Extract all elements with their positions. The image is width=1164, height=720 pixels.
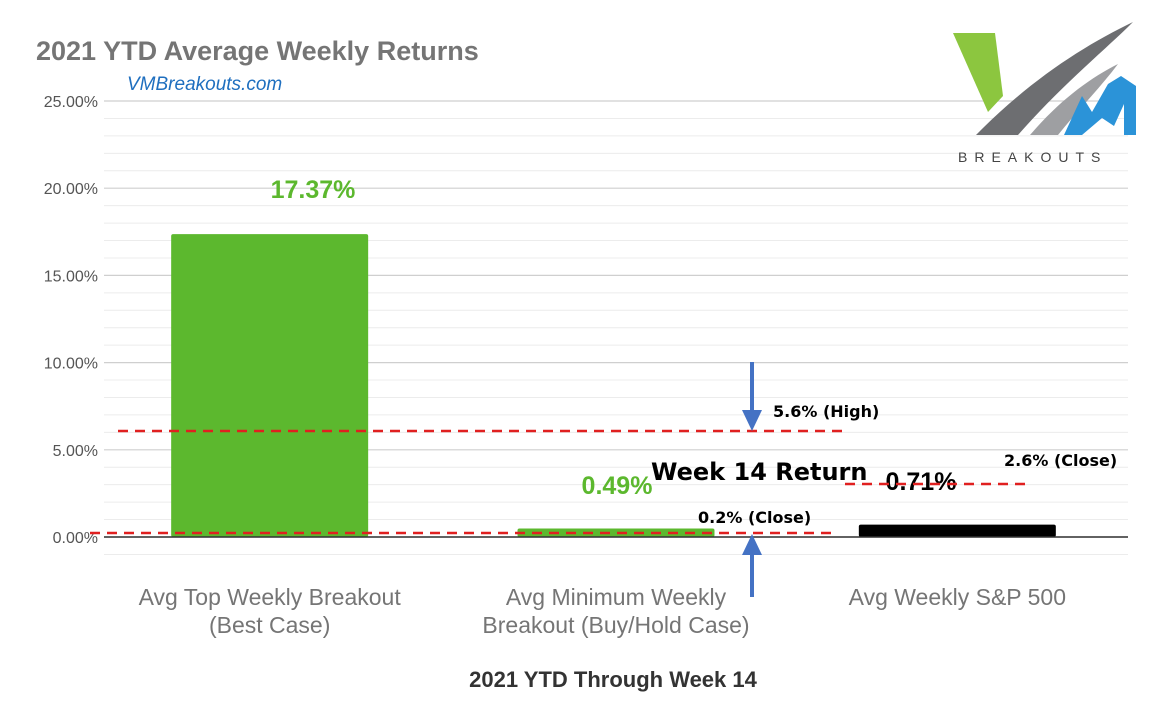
bar (171, 234, 369, 537)
chart-title: 2021 YTD Average Weekly Returns (36, 36, 479, 66)
x-category-label: (Best Case) (209, 612, 330, 638)
y-axis-ticks: 0.00% 5.00% 10.00% 15.00% 20.00% 25.00% (44, 94, 98, 547)
data-label: 17.37% (271, 176, 356, 204)
y-tick-label: 10.00% (44, 356, 98, 373)
up-arrow (742, 534, 762, 597)
y-tick-label: 25.00% (44, 94, 98, 111)
down-arrow (742, 362, 762, 431)
bar (858, 524, 1056, 537)
close-annotation: 0.2% (Close) (698, 508, 811, 527)
x-category-label: Avg Top Weekly Breakout (139, 584, 402, 610)
bar (517, 528, 715, 537)
x-category-label: Breakout (Buy/Hold Case) (482, 612, 749, 638)
y-tick-label: 20.00% (44, 181, 98, 198)
logo-text: BREAKOUTS (958, 149, 1107, 165)
sp-close-annotation: 2.6% (Close) (1004, 451, 1117, 470)
data-label: 0.71% (886, 468, 957, 496)
data-labels: 17.37% 0.49% 0.71% (271, 176, 957, 500)
x-category-label: Avg Minimum Weekly (506, 584, 727, 610)
bars (171, 234, 1056, 537)
week-return-annotation: Week 14 Return (651, 458, 867, 486)
x-axis-categories: Avg Top Weekly Breakout(Best Case) Avg Mi… (139, 584, 1066, 638)
x-axis-title: 2021 YTD Through Week 14 (469, 667, 757, 692)
logo-mark-icon (953, 22, 1136, 135)
y-tick-label: 0.00% (53, 530, 98, 547)
high-annotation: 5.6% (High) (773, 402, 879, 421)
chart-subtitle: VMBreakouts.com (127, 74, 282, 95)
y-tick-label: 15.00% (44, 268, 98, 285)
y-tick-label: 5.00% (53, 443, 98, 460)
x-category-label: Avg Weekly S&P 500 (849, 584, 1066, 610)
vm-breakouts-logo: BREAKOUTS (953, 22, 1136, 165)
data-label: 0.49% (582, 472, 653, 500)
annotations: 5.6% (High) 2.6% (Close) 0.2% (Close) We… (90, 362, 1117, 597)
